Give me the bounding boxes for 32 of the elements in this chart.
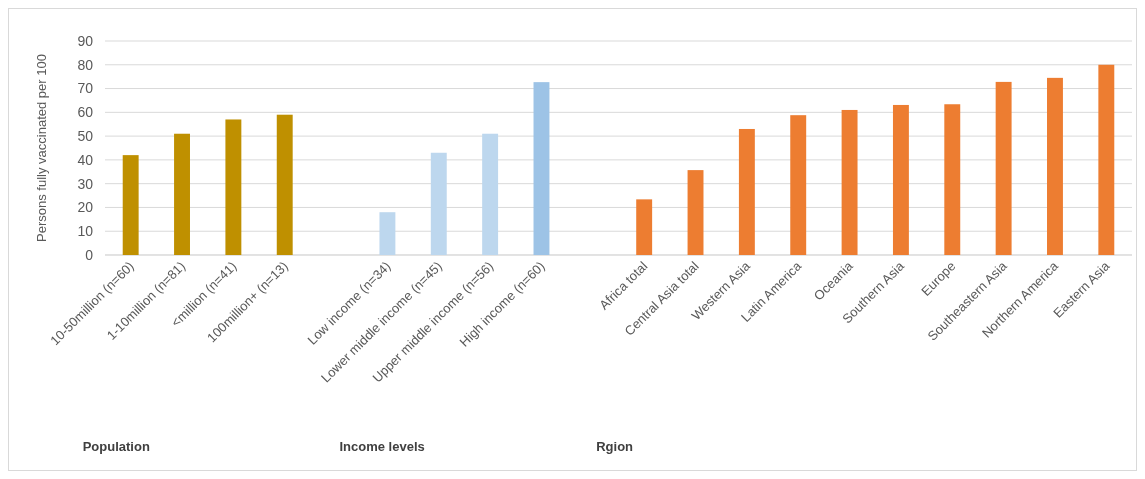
y-tick-label: 20 (77, 199, 94, 216)
y-tick-label: 0 (85, 246, 94, 263)
bar (790, 115, 807, 255)
bar (892, 104, 909, 255)
y-tick-label: 60 (77, 104, 94, 121)
y-tick-label: 10 (77, 223, 94, 240)
bar (995, 81, 1012, 255)
bar (533, 82, 550, 255)
bar (430, 152, 447, 255)
y-tick-label: 50 (77, 128, 94, 145)
bar (944, 104, 961, 255)
y-tick-label: 40 (77, 151, 94, 168)
bar (1047, 77, 1063, 255)
y-tick-label: 80 (77, 56, 94, 73)
bar (225, 119, 242, 255)
text: Income levels (339, 439, 425, 454)
y-tick-label: 70 (77, 80, 94, 97)
y-tick-label: 30 (77, 175, 94, 192)
bar (482, 133, 499, 255)
bar (379, 212, 396, 255)
bar (174, 133, 190, 255)
bar (687, 170, 704, 255)
bar (276, 114, 293, 255)
bar (636, 199, 653, 255)
text: Population (82, 439, 150, 454)
bar (1098, 64, 1115, 255)
bar (122, 155, 139, 255)
y-tick-label: 90 (77, 32, 94, 49)
text: Rgion (596, 439, 634, 454)
bar (841, 109, 858, 255)
y-axis-title: Persons fully vaccinated per 100 (34, 54, 49, 242)
bar (738, 128, 755, 255)
